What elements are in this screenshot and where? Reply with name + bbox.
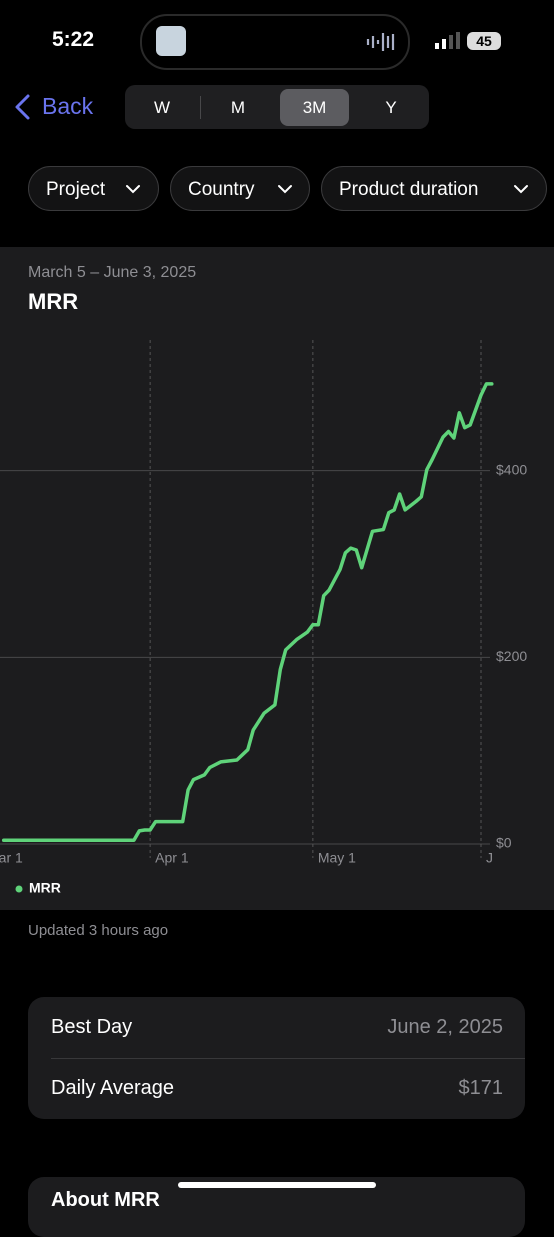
line — [1, 382, 494, 843]
filter-label: Country — [188, 179, 255, 200]
x-tick-label: May 1 — [318, 850, 356, 866]
x-tick-label: Mar 1 — [0, 850, 23, 866]
back-button[interactable]: Back — [42, 93, 94, 119]
stat-value: June 2, 2025 — [387, 1016, 503, 1038]
y-tick-label: $400 — [496, 461, 527, 477]
screen: 5:22 45 Back W M 3M Y Project Country Pr… — [0, 14, 554, 1237]
chart-card: March 5 – June 3, 2025 MRR Mar 1 Apr 1 May… — [0, 247, 554, 910]
stat-label: Daily Average — [51, 1077, 175, 1099]
stat-row: Best Day June 2, 2025 — [51, 997, 503, 1058]
stat-value: $171 — [458, 1077, 504, 1099]
divider — [200, 96, 201, 119]
legend-dot — [15, 885, 23, 893]
signal — [435, 32, 460, 49]
dynamic-island — [140, 14, 410, 70]
status-time: 5:22 — [52, 28, 95, 51]
waveform — [366, 33, 395, 51]
x-tick-label: Jun 1 — [486, 850, 520, 866]
chart-subtitle: March 5 – June 3, 2025 — [28, 264, 197, 281]
filter-chevrons — [126, 185, 528, 194]
filter-label: Project — [46, 179, 106, 200]
stat-label: Best Day — [51, 1016, 133, 1038]
segmented-control: W M 3M Y — [125, 85, 429, 129]
stat-row: Daily Average $171 — [51, 1058, 503, 1119]
segment-selected[interactable]: 3M — [280, 89, 349, 126]
legend-label: MRR — [29, 880, 61, 896]
filter[interactable]: Product duration — [321, 166, 547, 211]
segment[interactable]: M — [230, 98, 246, 117]
updated-note: Updated 3 hours ago — [28, 922, 169, 939]
segment[interactable]: W — [153, 98, 171, 117]
filter[interactable]: Country — [170, 166, 310, 211]
about-title: About MRR — [51, 1189, 160, 1211]
home-indicator — [178, 1182, 376, 1188]
back-chevron[interactable] — [12, 93, 34, 123]
divider — [51, 1058, 525, 1059]
x-tick-label: Apr 1 — [155, 850, 189, 866]
album-art — [156, 26, 186, 56]
filter-label: Product duration — [339, 179, 479, 200]
battery: 45 — [467, 32, 501, 50]
chart: Mar 1 Apr 1 May 1 Jun 1 $0 $200 $400 MRR — [0, 340, 527, 896]
segment[interactable]: Y — [385, 98, 397, 117]
stats-card: Best Day June 2, 2025 Daily Average $171 — [28, 997, 525, 1119]
y-tick-label: $0 — [496, 835, 512, 851]
chart-title: MRR — [28, 289, 79, 314]
y-tick-label: $200 — [496, 648, 527, 664]
